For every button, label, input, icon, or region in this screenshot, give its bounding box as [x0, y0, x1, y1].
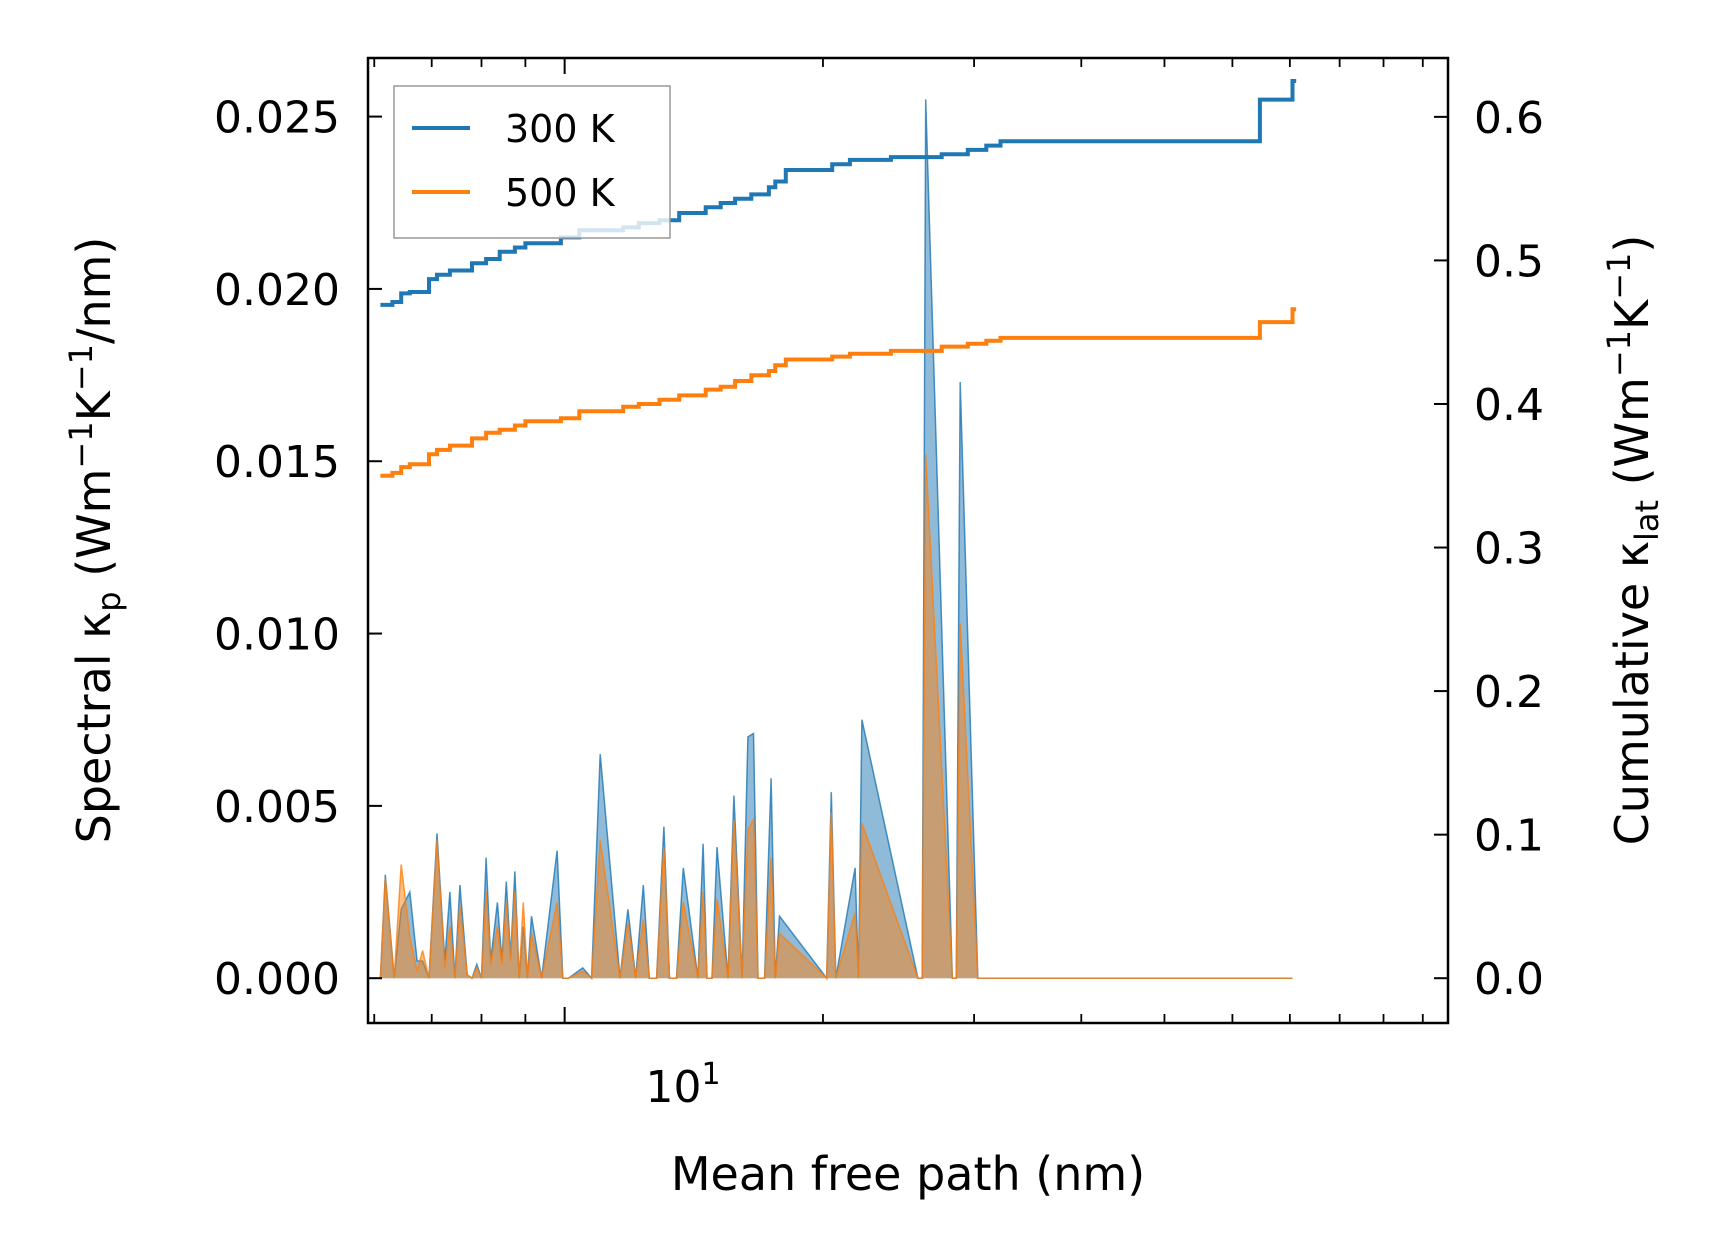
cumulative-line-300k: [380, 79, 1297, 307]
y-tick-label-left: 0.025: [214, 93, 340, 144]
y-tick-label-left: 0.010: [214, 610, 340, 661]
y-tick-label-right: 0.3: [1474, 524, 1544, 575]
x-axis-label: Mean free path (nm): [671, 1147, 1145, 1201]
y-tick-label-left: 0.005: [214, 782, 340, 833]
y-tick-label-right: 0.2: [1474, 667, 1544, 718]
plot-frame: [366, 56, 1450, 1025]
spectral-line-500k: [379, 454, 1293, 980]
legend-label-500k: 500 K: [505, 171, 616, 215]
y-tick-label-right: 0.0: [1474, 954, 1544, 1005]
cumulative-line-500k: [380, 307, 1297, 478]
y-tick-label-right: 0.5: [1474, 236, 1544, 287]
x-tick-label: 101: [645, 1057, 720, 1113]
y-tick-label-right: 0.1: [1474, 811, 1544, 862]
y-tick-label-right: 0.6: [1474, 93, 1544, 144]
axis-ticks: [368, 58, 1448, 1023]
y-tick-label-right: 0.4: [1474, 380, 1544, 431]
y-tick-label-left: 0.000: [214, 954, 340, 1005]
legend-box: [393, 85, 671, 239]
legend-label-300k: 300 K: [505, 107, 616, 151]
legend: 300 K 500 K: [393, 85, 671, 239]
y-axis-label-left: Spectral κp (Wm−1K−1/nm): [62, 237, 128, 844]
y-tick-label-left: 0.020: [214, 265, 340, 316]
y-axis-label-right: Cumulative κlat (Wm−1K−1): [1600, 235, 1666, 846]
y-tick-label-left: 0.015: [214, 437, 340, 488]
plot-area: [379, 79, 1297, 981]
